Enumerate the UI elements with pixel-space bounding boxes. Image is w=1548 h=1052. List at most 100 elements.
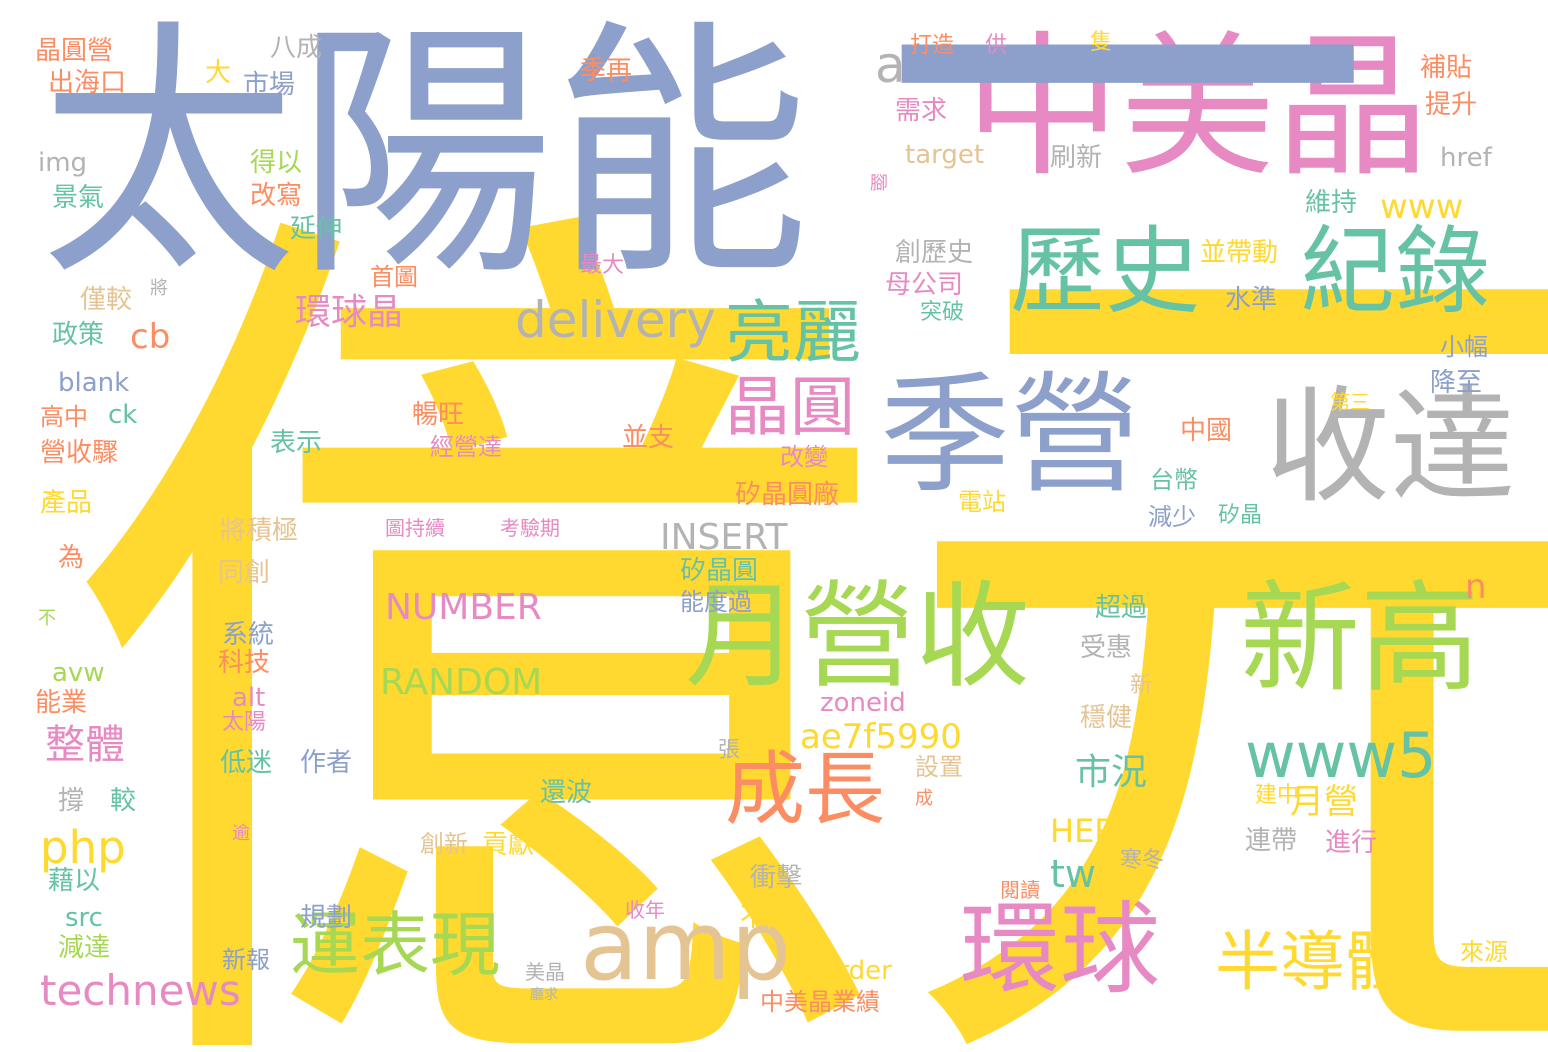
cloud-word: 需求 <box>895 96 948 126</box>
cloud-word: 腳 <box>870 173 888 194</box>
cloud-word: 來源 <box>1460 938 1508 966</box>
cloud-word: RANDOM <box>380 662 543 703</box>
cloud-word: 較 <box>110 786 137 816</box>
cloud-word: border <box>806 956 892 986</box>
cloud-word: avw <box>52 658 105 688</box>
cloud-word: 規劃 <box>300 903 353 933</box>
cloud-word: 進行 <box>1325 828 1378 858</box>
cloud-word: 經營達 <box>430 433 502 461</box>
cloud-word: 改寫 <box>250 181 303 211</box>
cloud-word: 突破 <box>920 300 965 325</box>
cloud-word: zoneid <box>820 688 906 718</box>
cloud-word: 矽晶圓 <box>680 556 759 586</box>
cloud-word: 將 <box>150 278 168 299</box>
cloud-word: 圖持續 <box>385 516 445 540</box>
cloud-word: technews <box>40 966 241 1015</box>
cloud-word: 市場 <box>243 70 296 100</box>
cloud-word: 景氣 <box>52 183 105 213</box>
cloud-word: 能度過 <box>680 588 752 616</box>
cloud-word: 新 <box>1130 673 1153 698</box>
cloud-word: 季營 <box>880 359 1141 511</box>
cloud-word: 環球 <box>960 891 1160 1008</box>
cloud-word: 市況 <box>1075 752 1148 793</box>
cloud-word: 供 <box>985 33 1008 58</box>
cloud-word: 刷新 <box>1050 143 1103 173</box>
cloud-word: 收達 <box>1265 375 1515 520</box>
cloud-word: 撐 <box>58 786 85 816</box>
cloud-word: 暢旺 <box>412 400 465 430</box>
cloud-word: 中美晶業績 <box>760 988 880 1016</box>
cloud-word: 政策 <box>52 320 105 350</box>
cloud-word: 廳求 <box>530 987 558 1003</box>
cloud-word: 隻 <box>1090 30 1113 55</box>
cloud-word: 連帶 <box>1245 826 1298 856</box>
cloud-word: 首圖 <box>370 263 418 291</box>
cloud-word: 收年 <box>625 898 665 922</box>
cloud-word: 穩健 <box>1080 703 1133 733</box>
cloud-word: cb <box>130 317 171 357</box>
cloud-word: 出海口 <box>48 68 127 98</box>
cloud-word: 成 <box>915 788 933 809</box>
cloud-word: 運表現 <box>290 904 500 986</box>
cloud-word: 減少 <box>1148 503 1196 531</box>
cloud-word: 太陽 <box>222 710 267 735</box>
cloud-word: 月營收 <box>685 570 1031 704</box>
cloud-word: 高中 <box>40 403 88 431</box>
cloud-word: ck <box>108 400 138 430</box>
cloud-word: 環球晶 <box>295 292 404 333</box>
cloud-word: 最大 <box>580 253 625 278</box>
cloud-word: 半導體 <box>1215 925 1411 1000</box>
cloud-word: 整體 <box>45 722 125 768</box>
cloud-word: 降至 <box>1430 368 1483 398</box>
cloud-word: 藉以 <box>48 866 101 896</box>
cloud-word: www <box>1380 187 1464 227</box>
cloud-word: 減達 <box>58 933 111 963</box>
cloud-word: 能業 <box>35 688 88 718</box>
cloud-word: 母公司 <box>885 270 964 300</box>
cloud-word: tw <box>1050 852 1096 896</box>
cloud-word: 紀錄 <box>1300 217 1491 327</box>
cloud-word: 設置 <box>915 753 963 781</box>
cloud-word: blank <box>58 368 130 398</box>
cloud-word: 張 <box>718 738 741 763</box>
cloud-word: 中美晶 <box>965 17 1430 198</box>
cloud-word: 成長 <box>725 743 885 836</box>
cloud-word: 打造 <box>910 33 955 58</box>
cloud-word: 還波 <box>540 778 593 808</box>
cloud-word: target <box>905 140 985 170</box>
cloud-word: 矽晶圓廠 <box>735 480 840 510</box>
cloud-word: 第三 <box>1330 390 1370 414</box>
cloud-word: 改變 <box>780 443 828 471</box>
cloud-word: 創歷史 <box>895 238 974 268</box>
cloud-word: 科技 <box>218 648 271 678</box>
cloud-word: 晶圓 <box>725 370 856 445</box>
cloud-word: 新高 <box>1240 570 1480 709</box>
cloud-word: 新報 <box>222 946 270 974</box>
cloud-word: alt <box>232 683 266 713</box>
cloud-word: 電站 <box>958 488 1006 516</box>
cloud-word: 將積極 <box>220 516 299 546</box>
cloud-word: img <box>38 148 88 178</box>
cloud-word: 不 <box>38 608 56 629</box>
cloud-word: 維持 <box>1305 188 1358 218</box>
cloud-word: 大 <box>205 58 232 88</box>
cloud-word: 水準 <box>1225 285 1278 315</box>
cloud-word: 建中 <box>1255 783 1300 808</box>
cloud-word: ae7f5990 <box>800 717 962 757</box>
cloud-word: 月營 <box>1290 782 1358 822</box>
cloud-word: 低迷 <box>220 748 273 778</box>
cloud-word: 僅較 <box>80 285 133 315</box>
cloud-word: 寒冬 <box>1120 848 1165 873</box>
cloud-word: 同創 <box>218 558 271 588</box>
cloud-word: 八成 <box>270 33 323 63</box>
cloud-word: 考驗期 <box>500 516 560 540</box>
cloud-word: a <box>875 36 906 94</box>
cloud-word: 補貼 <box>1420 53 1473 83</box>
cloud-word: 歷史 <box>1010 217 1201 327</box>
cloud-word: HERE <box>1050 812 1137 850</box>
cloud-word: delivery <box>515 291 716 349</box>
cloud-word: INSERT <box>660 517 788 558</box>
cloud-word: 一 <box>880 0 1374 358</box>
cloud-word: 小幅 <box>1440 333 1488 361</box>
